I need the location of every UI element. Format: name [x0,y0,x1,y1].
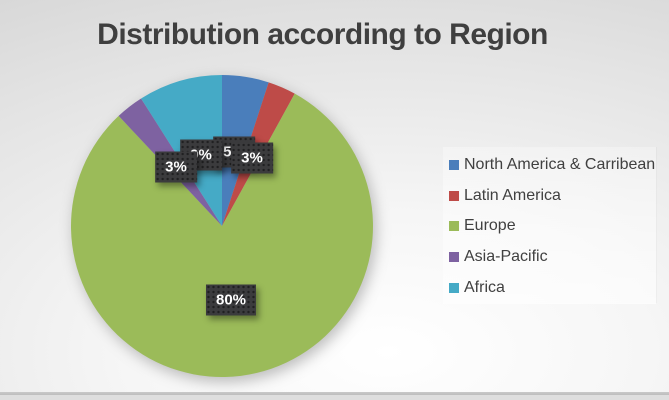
legend-swatch-latin-america [449,190,459,201]
legend-swatch-asia-pacific [449,252,459,263]
slide-bottom-edge [0,392,669,395]
legend-label-north-america-carribean: North America & Carribean [464,156,656,174]
pie-slice-europe[interactable] [70,93,373,378]
legend-label-asia-pacific: Asia-Pacific [464,248,548,266]
data-label-latin-america: 3% [231,142,273,174]
chart-title: Distribution according to Region [97,18,548,51]
legend-item-asia-pacific[interactable]: Asia-Pacific [443,242,656,273]
legend-item-latin-america[interactable]: Latin America [443,181,656,212]
chart-legend: North America & Carribean Latin America Eu… [443,147,657,304]
legend-swatch-north-america-carribean [449,160,459,171]
legend-label-latin-america: Latin America [464,186,561,204]
legend-item-europe[interactable]: Europe [443,211,656,242]
legend-label-africa: Africa [464,278,505,296]
legend-item-north-america-carribean[interactable]: North America & Carribean [443,150,656,181]
slide-bottom-strip [0,395,669,400]
legend-label-europe: Europe [464,217,516,235]
data-label-europe: 80% [205,284,257,316]
legend-swatch-europe [449,221,459,232]
data-label-asia-pacific: 3% [155,151,197,183]
pie-chart [70,75,373,378]
legend-swatch-africa [449,282,459,293]
legend-item-africa[interactable]: Africa [443,272,656,303]
